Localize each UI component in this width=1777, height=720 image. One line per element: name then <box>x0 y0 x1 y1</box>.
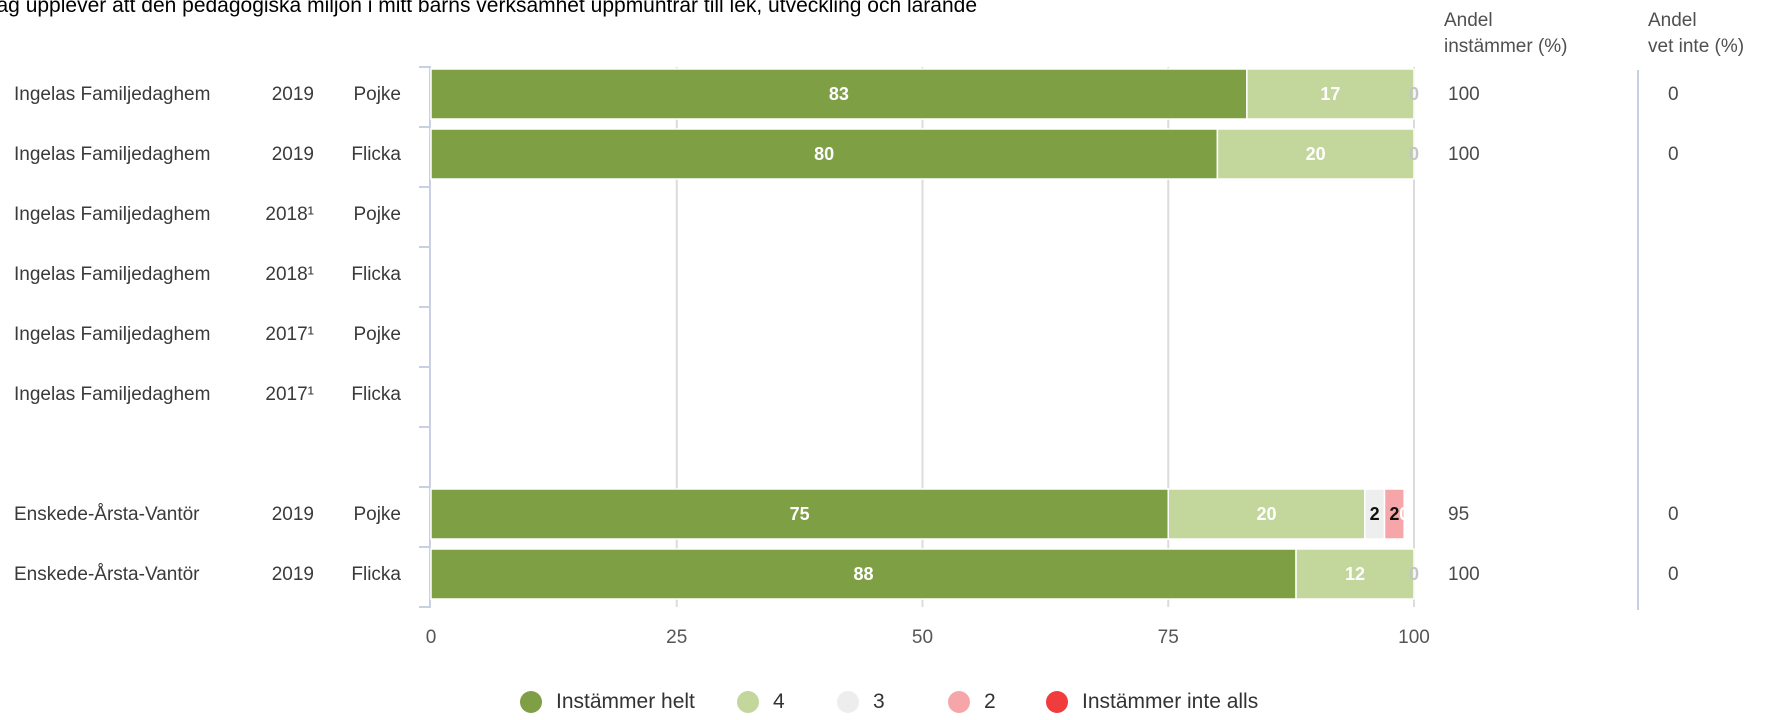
row-label-year: 2017¹ <box>265 324 314 345</box>
data-label: 0 <box>1399 504 1409 524</box>
row-label-unit: Ingelas Familjedaghem <box>14 144 210 165</box>
bar-segment <box>1383 488 1405 540</box>
x-tick-label: 25 <box>666 627 687 648</box>
row-label-gender: Pojke <box>353 504 401 525</box>
legend-item[interactable]: 3 <box>837 690 885 714</box>
column-header-line: Andel <box>1648 10 1697 31</box>
data-label: 12 <box>1345 564 1365 584</box>
row-label-gender: Flicka <box>351 264 401 285</box>
x-tick-label: 50 <box>912 627 933 648</box>
data-label: 0 <box>1409 564 1419 584</box>
andel-vet-inte-value: 0 <box>1668 144 1679 165</box>
legend-label: 3 <box>873 690 885 713</box>
bar-segment <box>1246 68 1415 120</box>
andel-vet-inte-value: 0 <box>1668 504 1679 525</box>
x-tick-label: 75 <box>1158 627 1179 648</box>
row-label-gender: Pojke <box>353 84 401 105</box>
bar-segment <box>1295 548 1415 600</box>
row-label-unit: Ingelas Familjedaghem <box>14 84 210 105</box>
row-label-year: 2019 <box>272 564 314 585</box>
data-label: 0 <box>1409 84 1419 104</box>
row-label-unit: Ingelas Familjedaghem <box>14 384 210 405</box>
row-label-unit: Enskede-Årsta-Vantör <box>14 564 200 585</box>
bar-segment <box>1216 128 1415 180</box>
column-header-line: Andel <box>1444 10 1493 31</box>
andel-instammer-value: 100 <box>1448 564 1480 585</box>
bar-segment <box>430 488 1169 540</box>
data-label: 20 <box>1306 144 1326 164</box>
legend-swatch <box>948 691 970 713</box>
column-header-line: instämmer (%) <box>1444 36 1568 57</box>
legend-swatch <box>837 691 859 713</box>
data-label: 2 <box>1370 504 1380 524</box>
row-label-year: 2019 <box>272 144 314 165</box>
row-label-year: 2018¹ <box>265 264 314 285</box>
row-label-year: 2019 <box>272 504 314 525</box>
data-label: 80 <box>814 144 834 164</box>
chart-title: Jag upplever att den pedagogiska miljön … <box>0 0 978 17</box>
andel-instammer-value: 100 <box>1448 84 1480 105</box>
legend-item[interactable]: Instämmer inte alls <box>1046 690 1258 714</box>
bar-segment <box>430 68 1248 120</box>
row-label-year: 2018¹ <box>265 204 314 225</box>
data-label: 83 <box>829 84 849 104</box>
legend-label: Instämmer inte alls <box>1082 690 1259 713</box>
data-label: 20 <box>1257 504 1277 524</box>
column-header-andel-vet-inte: Andel vet inte (%) <box>1648 8 1744 60</box>
x-tick-label: 0 <box>426 627 437 648</box>
legend-item[interactable]: 4 <box>737 690 785 714</box>
data-label: 75 <box>790 504 810 524</box>
data-label: 2 <box>1389 504 1399 524</box>
row-label-year: 2017¹ <box>265 384 314 405</box>
legend-swatch <box>520 691 542 713</box>
row-label-gender: Pojke <box>353 324 401 345</box>
row-label-year: 2019 <box>272 84 314 105</box>
x-tick-label: 100 <box>1398 627 1430 648</box>
row-label-unit: Ingelas Familjedaghem <box>14 324 210 345</box>
stacked-bar-chart: 0 25 50 75 100 Ingelas Familjedaghem 2019 Pojke… <box>14 66 1679 648</box>
legend-item[interactable]: 2 <box>948 690 996 714</box>
andel-vet-inte-value: 0 <box>1668 84 1679 105</box>
row-label-unit: Enskede-Årsta-Vantör <box>14 504 200 525</box>
legend-item[interactable]: Instämmer helt <box>520 690 695 714</box>
legend: Instämmer helt 4 3 2 Instämmer inte alls <box>0 690 1777 720</box>
column-header-andel-instammer: Andel instämmer (%) <box>1444 8 1568 60</box>
legend-label: Instämmer helt <box>556 690 695 713</box>
andel-instammer-value: 95 <box>1448 504 1469 525</box>
row-label-gender: Flicka <box>351 144 401 165</box>
andel-vet-inte-value: 0 <box>1668 564 1679 585</box>
legend-swatch <box>737 691 759 713</box>
data-label: 88 <box>854 564 874 584</box>
bar-segment <box>430 548 1297 600</box>
data-label: 17 <box>1320 84 1340 104</box>
andel-instammer-value: 100 <box>1448 144 1480 165</box>
legend-label: 2 <box>984 690 996 713</box>
row-label-unit: Ingelas Familjedaghem <box>14 204 210 225</box>
legend-swatch <box>1046 691 1068 713</box>
column-header-line: vet inte (%) <box>1648 36 1745 57</box>
row-label-unit: Ingelas Familjedaghem <box>14 264 210 285</box>
legend-label: 4 <box>773 690 785 713</box>
row-label-gender: Flicka <box>351 384 401 405</box>
row-label-gender: Flicka <box>351 564 401 585</box>
data-label: 0 <box>1409 144 1419 164</box>
row-label-gender: Pojke <box>353 204 401 225</box>
